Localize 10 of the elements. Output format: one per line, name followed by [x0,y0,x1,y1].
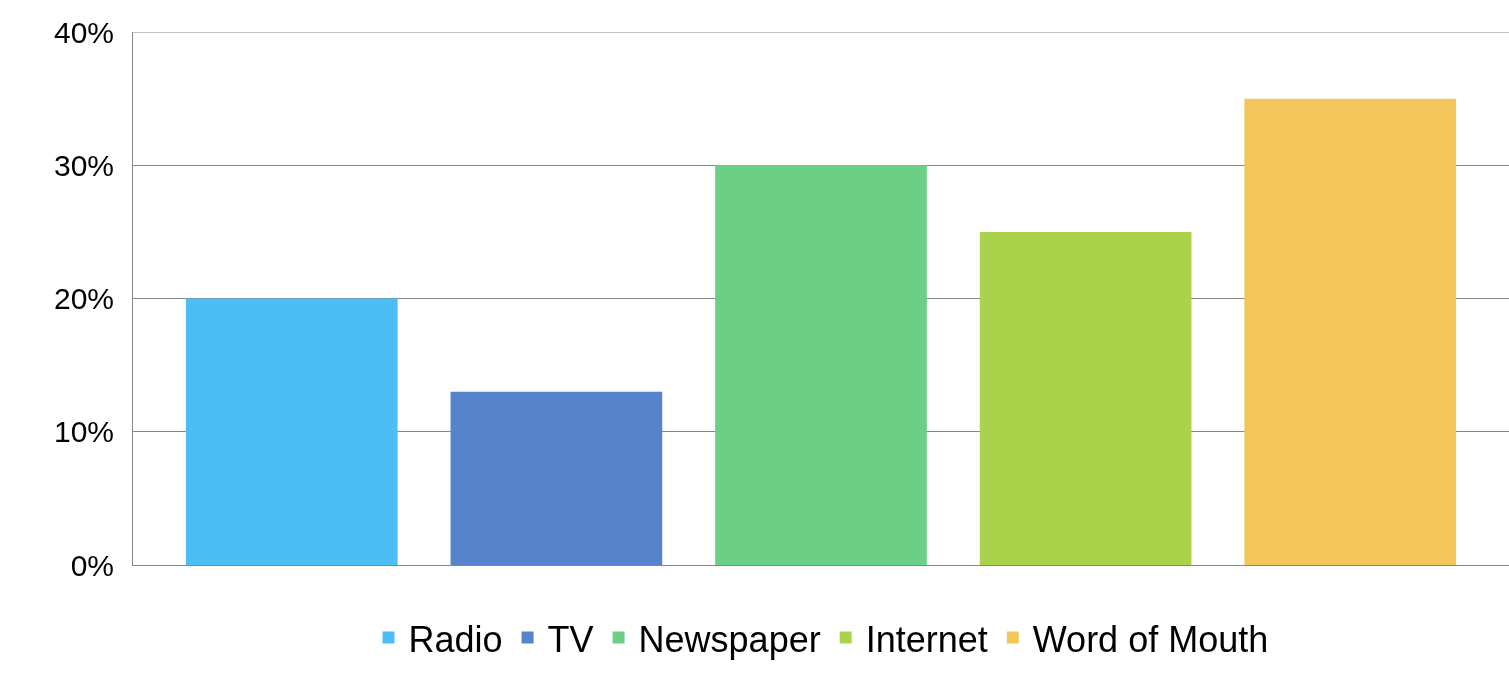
legend-label: TV [547,618,594,660]
y-tick-label: 20% [53,282,114,315]
legend-label: Radio [408,618,503,660]
legend-label: Word of Mouth [1032,618,1269,660]
y-tick-label: 0% [70,548,114,582]
y-tick-label: 30% [53,148,114,182]
legend-label: Internet [865,618,988,660]
y-tick-label: 10% [53,415,114,449]
y-tick-label: 40% [53,15,114,49]
legend-label: Newspaper [638,618,821,660]
